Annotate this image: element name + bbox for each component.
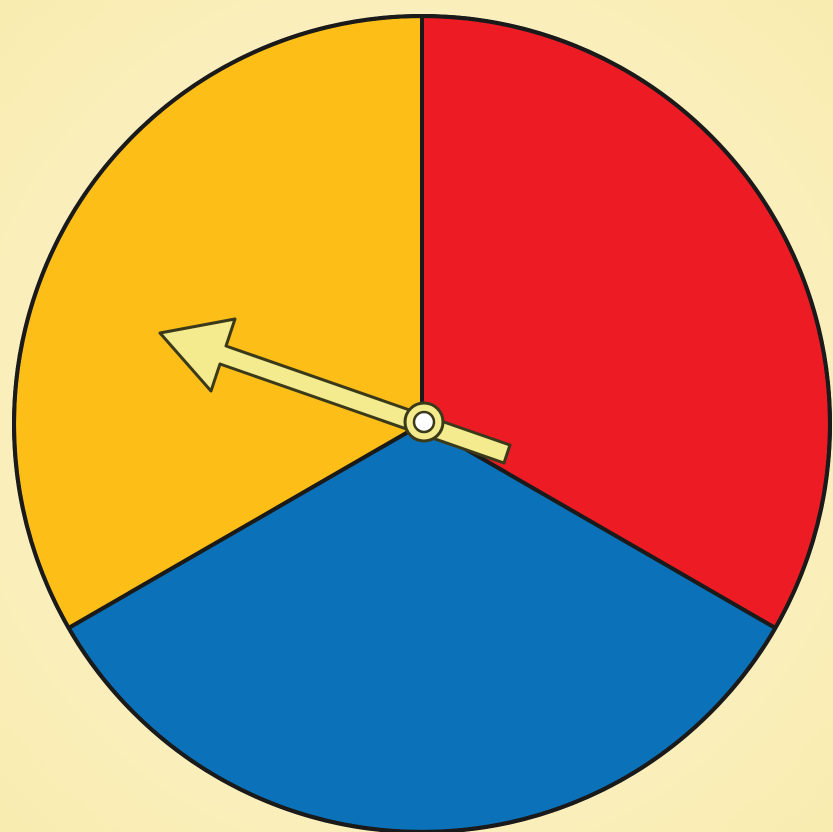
wheel-rim bbox=[12, 14, 832, 832]
spinner-pointer bbox=[158, 317, 512, 465]
pointer-pin bbox=[412, 410, 436, 434]
